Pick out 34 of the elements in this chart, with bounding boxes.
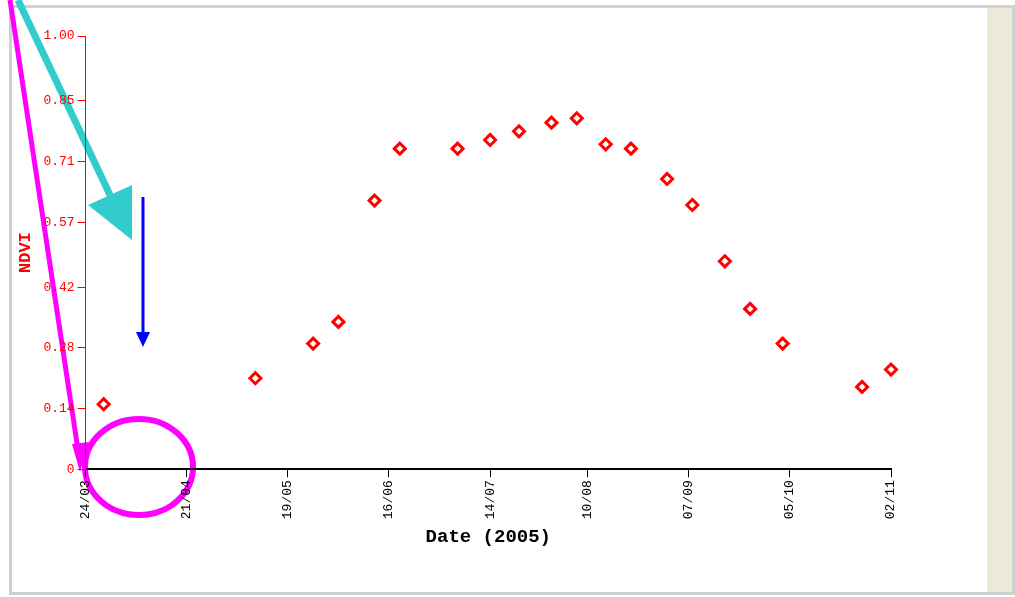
point [367, 193, 382, 208]
y-tick-label: 0.71 [43, 154, 75, 170]
point [512, 124, 526, 139]
x-tick-label: 24/03 [78, 480, 94, 520]
point [598, 137, 613, 152]
point [775, 336, 790, 351]
x-tick-label: 21/04 [179, 480, 195, 520]
point [306, 336, 321, 351]
point [855, 379, 870, 394]
y-tick-label: 1.00 [43, 28, 75, 44]
x-tick-label: 07/09 [681, 480, 697, 520]
x-tick-label: 16/06 [381, 480, 397, 520]
point [884, 362, 898, 377]
point [743, 301, 758, 316]
y-axis-title: NDVI [16, 232, 36, 273]
point [569, 111, 584, 126]
point [544, 115, 559, 130]
point [96, 397, 111, 412]
point [483, 132, 498, 147]
x-tick-label: 14/07 [482, 480, 498, 520]
x-axis-title: Date (2005) [425, 526, 552, 549]
y-tick-label: 0 [66, 461, 75, 477]
x-tick-label: 19/05 [280, 480, 296, 520]
point [331, 314, 346, 329]
point [685, 197, 700, 212]
x-tick-label: 05/10 [782, 480, 798, 520]
point [248, 371, 263, 386]
point [450, 141, 465, 156]
point [392, 141, 407, 156]
point [660, 171, 675, 186]
x-tick-label: 10/08 [580, 480, 596, 520]
point [717, 254, 732, 269]
point [623, 141, 638, 156]
x-tick-label: 02/11 [883, 480, 899, 520]
